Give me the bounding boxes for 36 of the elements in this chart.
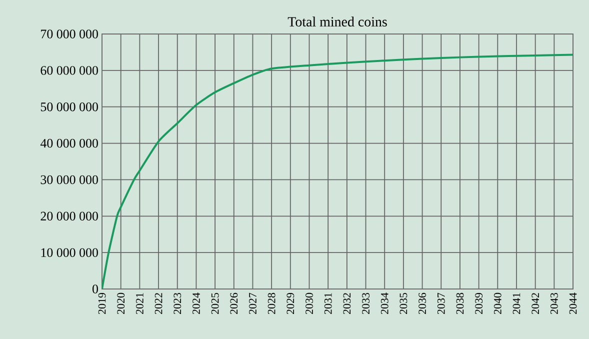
x-tick-label: 2033 [362,292,370,314]
x-tick-label: 2027 [249,292,256,314]
x-tick-label: 2026 [230,292,238,314]
y-tick-label: 50 000 000 [40,102,98,112]
x-tick-label: 2023 [174,292,182,314]
x-tick-label: 2041 [512,293,520,314]
y-tick-label: 40 000 000 [40,138,98,148]
y-tick-label: 30 000 000 [40,175,98,184]
x-tick-label: 2034 [380,292,388,314]
y-tick-label: 60 000 000 [40,66,98,75]
x-tick-label: 2032 [343,293,351,314]
x-tick-label: 2044 [569,292,577,314]
x-tick-label: 2036 [418,292,426,314]
x-tick-label: 2037 [437,292,445,314]
x-tick-label: 2021 [136,293,144,314]
x-tick-label: 2019 [98,292,106,314]
x-tick-label: 2022 [154,293,162,314]
y-tick-label: 70 000 000 [41,30,98,38]
y-tick-label: 20 000 000 [40,212,98,221]
x-tick-label: 2043 [550,292,558,314]
x-tick-label: 2028 [268,292,276,314]
chart-title: Total mined coins [288,16,387,27]
x-tick-label: 2024 [192,292,200,314]
x-tick-label: 2020 [117,292,125,314]
x-tick-label: 2029 [286,292,294,314]
x-tick-label: 2040 [494,292,502,314]
x-tick-label: 2042 [532,293,540,314]
y-tick-label: 10 000 000 [41,248,98,257]
x-tick-label: 2035 [400,292,408,314]
x-tick-label: 2039 [475,292,483,314]
x-tick-label: 2031 [324,293,332,314]
x-tick-label: 2030 [306,292,313,314]
y-tick-label: 0 [92,284,98,294]
line-series [102,54,574,289]
x-tick-label: 2038 [456,292,464,314]
x-tick-label: 2025 [211,292,219,314]
